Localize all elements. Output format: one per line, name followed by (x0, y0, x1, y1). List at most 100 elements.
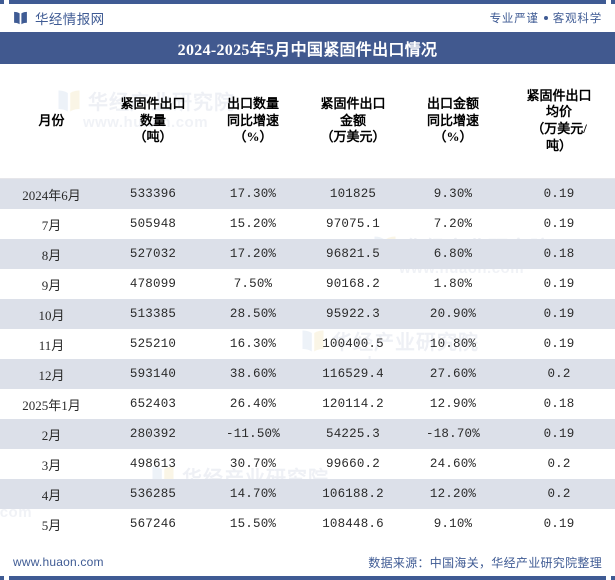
tagline-right: 客观科学 (552, 13, 602, 25)
cell-avg-price: 0.2 (503, 479, 615, 509)
table-row: 12月 593140 38.60% 116529.4 27.60% 0.2 (0, 359, 615, 389)
cell-avg-price: 0.2 (547, 457, 571, 471)
cell-amount-yoy: 9.10% (433, 517, 473, 531)
table-row: 4月 536285 14.70% 106188.2 12.20% 0.2 (0, 479, 615, 509)
footer-source-note: 数据来源：中国海关，华经产业研究院整理 (368, 555, 602, 570)
cell-amount: 101825 (303, 178, 403, 209)
cell-quantity-yoy: 7.50% (233, 277, 273, 291)
cell-amount: 99660.2 (326, 457, 380, 471)
table-row: 2月 280392 -11.50% 54225.3 -18.70% 0.19 (0, 419, 615, 449)
cell-amount: 97075.1 (326, 217, 380, 231)
cell-quantity: 567246 (129, 517, 177, 531)
cell-month: 2月 (0, 419, 103, 449)
column-header-label: 出口金额 同比增速 （%） (426, 96, 479, 145)
export-data-table-wrapper: 月份 紧固件出口 数量 （吨） 出口数量 同比增速 （%） 紧固件出口 金额 （… (0, 64, 615, 539)
cell-month: 4月 (0, 479, 103, 509)
cell-quantity-yoy: 15.50% (229, 517, 277, 531)
cell-quantity-yoy: 14.70% (203, 479, 303, 509)
cell-month: 11月 (38, 337, 65, 353)
table-row: 2024年6月 533396 17.30% 101825 9.30% 0.19 (0, 178, 615, 209)
cell-avg-price: 0.19 (543, 337, 575, 351)
cell-quantity-yoy: 16.30% (229, 337, 277, 351)
cell-amount-yoy: 10.80% (429, 337, 477, 351)
table-header: 月份 紧固件出口 数量 （吨） 出口数量 同比增速 （%） 紧固件出口 金额 （… (0, 64, 615, 179)
table-row: 7月 505948 15.20% 97075.1 7.20% 0.19 (0, 209, 615, 239)
cell-quantity-yoy: 17.20% (203, 239, 303, 269)
cell-quantity-yoy: 15.20% (229, 217, 277, 231)
cell-amount: 108448.6 (322, 517, 384, 531)
cell-amount: 90168.2 (326, 277, 380, 291)
table-row: 8月 527032 17.20% 96821.5 6.80% 0.18 (0, 239, 615, 269)
cell-month: 5月 (41, 517, 62, 533)
cell-quantity-yoy: 26.40% (229, 397, 277, 411)
cell-amount: 100400.5 (322, 337, 384, 351)
cell-amount: 106188.2 (303, 479, 403, 509)
cell-month: 10月 (0, 299, 103, 329)
cell-quantity-yoy: 30.70% (229, 457, 277, 471)
cell-quantity: 652403 (129, 397, 177, 411)
cell-amount: 54225.3 (303, 419, 403, 449)
cell-amount-yoy: 24.60% (429, 457, 477, 471)
brand-group[interactable]: 华经情报网 (13, 8, 105, 28)
chart-title-bar: 2024-2025年5月中国紧固件出口情况 (0, 32, 615, 64)
tagline-left: 专业严谨 (489, 13, 539, 25)
column-header-amount: 紧固件出口 金额 （万美元） (303, 64, 403, 179)
cell-amount-yoy: 9.30% (403, 178, 503, 209)
column-header-label: 出口数量 同比增速 （%） (226, 96, 279, 145)
footer-site-link[interactable]: www.huaon.com (13, 555, 104, 569)
brand-bar: 华经情报网 专业严谨 客观科学 (0, 4, 615, 32)
column-header-label: 紧固件出口 金额 （万美元） (320, 96, 386, 145)
bottom-divider-rule (0, 576, 615, 580)
cell-quantity: 498613 (129, 457, 177, 471)
cell-amount-yoy: 12.90% (429, 397, 477, 411)
cell-month: 9月 (41, 277, 62, 293)
cell-month: 2024年6月 (0, 178, 103, 209)
cell-quantity-yoy: -11.50% (203, 419, 303, 449)
cell-amount-yoy: 20.90% (403, 299, 503, 329)
cell-month: 8月 (0, 239, 103, 269)
table-row: 10月 513385 28.50% 95922.3 20.90% 0.19 (0, 299, 615, 329)
cell-quantity: 525210 (129, 337, 177, 351)
table-body: 2024年6月 533396 17.30% 101825 9.30% 0.19 7月 5059… (0, 178, 615, 540)
cell-amount-yoy: 6.80% (403, 239, 503, 269)
cell-month: 12月 (0, 359, 103, 389)
footer: www.huaon.com 数据来源：中国海关，华经产业研究院整理 (0, 548, 615, 580)
top-divider-rule (0, 0, 615, 4)
cell-amount: 120114.2 (322, 397, 384, 411)
cell-amount: 116529.4 (303, 359, 403, 389)
tagline: 专业严谨 客观科学 (490, 10, 602, 26)
page-title: 2024-2025年5月中国紧固件出口情况 (177, 42, 438, 59)
export-data-table: 月份 紧固件出口 数量 （吨） 出口数量 同比增速 （%） 紧固件出口 金额 （… (0, 64, 615, 539)
cell-avg-price: 0.2 (503, 359, 615, 389)
table-row: 3月 498613 30.70% 99660.2 24.60% 0.2 (0, 449, 615, 479)
cell-quantity: 533396 (103, 178, 203, 209)
cell-amount: 95922.3 (303, 299, 403, 329)
cell-avg-price: 0.19 (543, 217, 575, 231)
column-header-amount-yoy: 出口金额 同比增速 （%） (403, 64, 503, 179)
open-book-icon (13, 11, 28, 26)
cell-avg-price: 0.19 (543, 277, 575, 291)
cell-month: 3月 (41, 457, 62, 473)
cell-quantity: 527032 (103, 239, 203, 269)
cell-quantity: 280392 (103, 419, 203, 449)
cell-quantity: 536285 (103, 479, 203, 509)
cell-amount-yoy: 12.20% (403, 479, 503, 509)
cell-avg-price: 0.18 (503, 239, 615, 269)
column-header-label: 月份 (38, 112, 65, 128)
column-header-quantity: 紧固件出口 数量 （吨） (103, 64, 203, 179)
brand-name: 华经情报网 (35, 12, 105, 27)
table-header-row: 月份 紧固件出口 数量 （吨） 出口数量 同比增速 （%） 紧固件出口 金额 （… (0, 64, 615, 179)
cell-amount-yoy: -18.70% (403, 419, 503, 449)
column-header-month: 月份 (0, 64, 103, 179)
cell-avg-price: 0.19 (503, 299, 615, 329)
table-row: 5月 567246 15.50% 108448.6 9.10% 0.19 (0, 509, 615, 539)
column-header-avg-price: 紧固件出口 均价 （万美元/ 吨） (503, 64, 615, 179)
cell-amount-yoy: 27.60% (403, 359, 503, 389)
cell-month: 2025年1月 (22, 397, 81, 413)
bullet-dot-icon (543, 16, 548, 20)
cell-quantity-yoy: 17.30% (203, 178, 303, 209)
column-header-quantity-yoy: 出口数量 同比增速 （%） (203, 64, 303, 179)
column-header-label: 紧固件出口 均价 （万美元/ 吨） (526, 87, 592, 153)
cell-quantity-yoy: 28.50% (203, 299, 303, 329)
cell-quantity: 513385 (103, 299, 203, 329)
